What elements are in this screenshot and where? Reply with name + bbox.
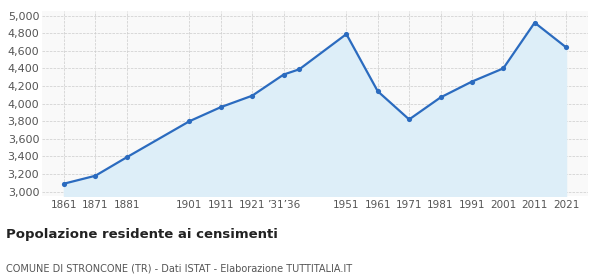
Point: [122, 155, 131, 160]
Point: [530, 20, 539, 25]
Text: COMUNE DI STRONCONE (TR) - Dati ISTAT - Elaborazione TUTTITALIA.IT: COMUNE DI STRONCONE (TR) - Dati ISTAT - …: [6, 263, 352, 273]
Point: [341, 32, 351, 36]
Point: [499, 66, 508, 71]
Point: [436, 95, 445, 100]
Point: [404, 117, 414, 122]
Point: [467, 79, 476, 84]
Text: Popolazione residente ai censimenti: Popolazione residente ai censimenti: [6, 228, 278, 241]
Point: [279, 72, 289, 77]
Point: [373, 89, 383, 94]
Point: [247, 94, 257, 98]
Point: [59, 181, 69, 186]
Point: [561, 45, 571, 50]
Point: [91, 174, 100, 178]
Point: [185, 119, 194, 123]
Point: [295, 67, 304, 71]
Point: [216, 105, 226, 109]
